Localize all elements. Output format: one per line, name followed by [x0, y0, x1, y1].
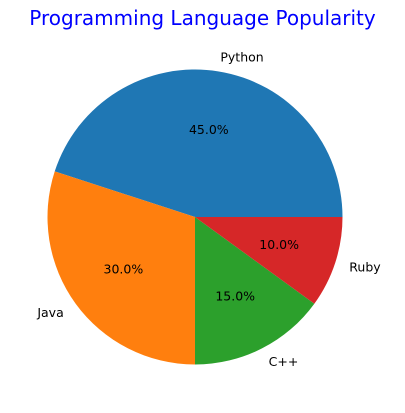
chart-title: Programming Language Popularity — [29, 6, 376, 30]
pie-category-label-cpp: C++ — [269, 354, 299, 369]
pie-slice-java — [47, 171, 196, 365]
pie-pct-label-ruby: 10.0% — [259, 237, 299, 252]
pie-category-label-ruby: Ruby — [349, 260, 381, 275]
pie-slice-ruby — [195, 217, 343, 304]
pie-slice-python — [54, 69, 343, 217]
pie-category-label-python: Python — [220, 49, 263, 64]
pie-pct-label-python: 45.0% — [189, 122, 229, 137]
pie-pct-label-java: 30.0% — [104, 262, 144, 277]
pie-slice-cpp — [195, 217, 315, 365]
pie-category-label-java: Java — [36, 305, 63, 320]
pie-pct-label-cpp: 15.0% — [215, 288, 255, 303]
